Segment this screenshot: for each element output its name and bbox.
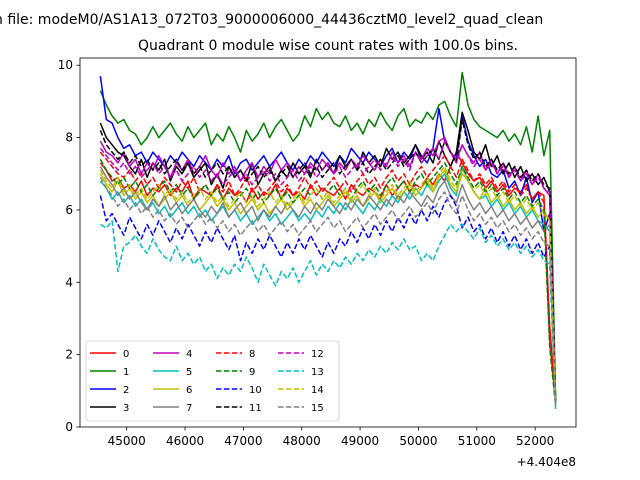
suptitle: n file: modeM0/AS1A13_072T03_9000006000_… [0,12,543,28]
series-line-12 [99,140,557,406]
series-line-8 [99,151,557,402]
series-line-11 [99,118,557,402]
plot-frame [79,57,577,428]
series-line-9 [99,158,557,406]
x-tick-label: 46000 [166,434,204,448]
legend-label-11: 11 [249,403,262,414]
y-axis: 0 2 4 6 8 10 [58,58,80,434]
legend-label-12: 12 [311,349,324,360]
legend-label-5: 5 [186,367,192,378]
legend-label-8: 8 [249,349,255,360]
legend-label-9: 9 [249,367,255,378]
series-line-1 [99,71,557,399]
legend-label-14: 14 [311,385,324,396]
x-tick-label: 47000 [224,434,262,448]
series-line-14 [99,165,557,406]
y-tick-label: 10 [58,58,73,72]
legend-label-1: 1 [123,367,129,378]
x-axis: 45000 46000 47000 48000 49000 50000 51000 52000 [108,427,554,448]
y-tick-label: 8 [65,131,73,145]
legend-label-15: 15 [311,403,324,414]
legend-label-6: 6 [186,385,192,396]
series-line-13 [100,220,557,409]
series-line-10 [99,194,557,406]
x-tick-label: 51000 [458,434,496,448]
legend-label-0: 0 [123,349,129,360]
legend-label-4: 4 [186,349,192,360]
chart-title: Quadrant 0 module wise count rates with … [138,38,518,54]
x-offset-label: +4.404e8 [517,455,576,469]
legend-box [85,340,340,422]
y-tick-label: 0 [65,420,73,434]
y-tick-label: 2 [65,348,73,362]
y-tick-label: 4 [65,275,73,289]
x-tick-label: 52000 [516,434,554,448]
series-layer [99,71,557,409]
x-tick-label: 50000 [399,434,437,448]
legend-label-2: 2 [123,385,129,396]
legend-label-3: 3 [123,403,129,414]
x-tick-label: 45000 [108,434,146,448]
series-line-0 [99,151,557,402]
legend-label-7: 7 [186,403,192,414]
x-tick-label: 49000 [341,434,379,448]
x-tick-label: 48000 [283,434,321,448]
series-line-15 [99,177,557,406]
legend-label-10: 10 [249,385,262,396]
y-tick-label: 6 [65,203,73,217]
legend-label-13: 13 [311,367,324,378]
series-line-7 [99,166,557,406]
